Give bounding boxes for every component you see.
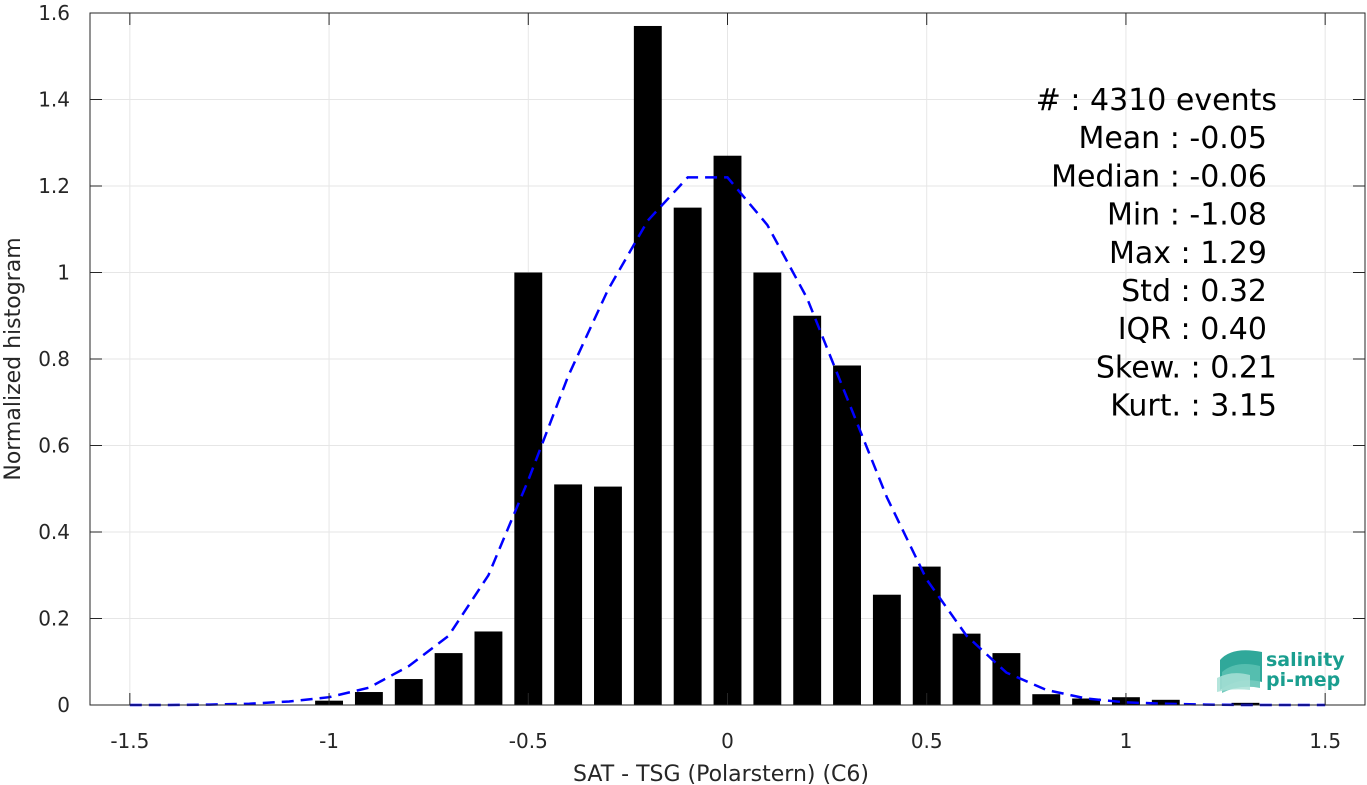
y-tick-label-4: 0.8: [38, 347, 70, 371]
stat-line-3: Min : -1.08: [1107, 198, 1267, 233]
x-tick-label-3: 0: [721, 729, 734, 753]
bar-6: [554, 484, 583, 705]
stat-line-4: Max : 1.29: [1109, 236, 1267, 271]
stat-line-5: Std : 0.32: [1121, 274, 1267, 309]
y-axis-ticks: 0 0.2 0.4 0.6 0.8 1 1.2 1.4 1.6: [38, 1, 1365, 717]
stat-line-2: Median : -0.06: [1051, 159, 1267, 194]
bar-10: [713, 155, 742, 706]
salinity-pi-mep-logo: salinity pi-mep: [1217, 649, 1345, 693]
y-tick-label-5: 1: [57, 261, 70, 285]
x-tick-label-0: -1.5: [110, 729, 149, 753]
stat-line-8: Kurt. : 3.15: [1110, 389, 1277, 424]
bar-17: [992, 653, 1021, 705]
bar-12: [793, 315, 822, 705]
bar-4: [474, 631, 503, 705]
stat-line-1: Mean : -0.05: [1078, 121, 1267, 156]
bars: [315, 25, 1260, 706]
bar-7: [594, 486, 622, 705]
bar-1: [354, 692, 383, 705]
y-tick-label-1: 0.2: [38, 607, 70, 631]
x-axis-ticks: -1.5 -1 -0.5 0 0.5 1 1.5: [110, 13, 1341, 753]
x-tick-label-4: 0.5: [911, 729, 943, 753]
x-tick-label-6: 1.5: [1309, 729, 1341, 753]
x-tick-label-1: -1: [319, 729, 339, 753]
bar-2: [394, 679, 423, 705]
bar-21: [1151, 699, 1180, 705]
stat-line-0: # : 4310 events: [1036, 83, 1277, 118]
bar-5: [514, 272, 543, 705]
x-tick-label-2: -0.5: [509, 729, 548, 753]
bar-8: [633, 25, 662, 706]
bar-18: [1032, 694, 1061, 705]
bar-19: [1072, 698, 1101, 705]
y-axis-label: Normalized histogram: [1, 237, 26, 480]
y-tick-label-7: 1.4: [38, 88, 70, 112]
bar-11: [753, 272, 782, 705]
y-tick-label-2: 0.4: [38, 520, 70, 544]
bar-13: [833, 365, 861, 705]
bar-15: [912, 566, 941, 705]
x-tick-label-5: 1: [1120, 729, 1133, 753]
y-tick-label-3: 0.6: [38, 434, 70, 458]
logo-text-line1: salinity: [1266, 649, 1345, 671]
y-tick-label-0: 0: [57, 693, 70, 717]
y-tick-label-8: 1.6: [38, 1, 70, 25]
y-tick-label-6: 1.2: [38, 174, 70, 198]
stat-line-6: IQR : 0.40: [1118, 312, 1267, 347]
logo-text-line2: pi-mep: [1266, 669, 1340, 691]
bar-14: [872, 594, 901, 705]
x-axis-label: SAT - TSG (Polarstern) (C6): [573, 762, 869, 785]
bar-3: [434, 653, 463, 705]
wave-logo-icon: [1217, 650, 1262, 693]
bar-9: [673, 207, 702, 705]
stat-line-7: Skew. : 0.21: [1096, 350, 1277, 385]
